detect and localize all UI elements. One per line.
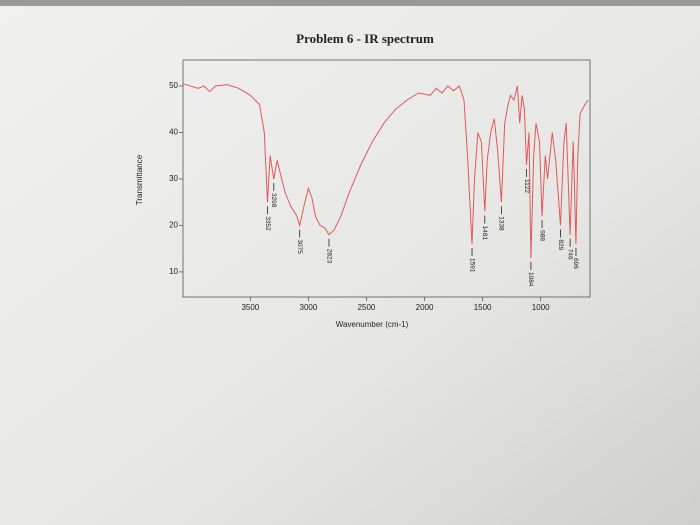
spectrum-line — [182, 83, 589, 259]
y-tick-label: 50 — [169, 81, 178, 90]
x-tick-label: 2000 — [416, 303, 434, 312]
x-tick-label: 1000 — [532, 303, 550, 312]
y-tick-label: 30 — [169, 174, 178, 183]
y-tick-label: 40 — [169, 128, 178, 137]
y-tick-label: 20 — [169, 221, 178, 230]
peak-label: 1122 — [523, 179, 530, 193]
x-tick-label: 2500 — [358, 303, 376, 312]
peak-label: 696 — [572, 258, 579, 269]
x-tick-label: 3000 — [300, 303, 318, 312]
peak-label: 2823 — [325, 249, 332, 264]
peak-label: 746 — [566, 249, 573, 260]
plot-frame — [182, 59, 591, 298]
peak-label: 988 — [538, 230, 545, 241]
chart-title: Problem 6 - IR spectrum — [296, 31, 434, 46]
peak-label: 3075 — [296, 239, 303, 254]
x-axis-label: Wavenumber (cm-1) — [336, 320, 409, 329]
peak-label: 3352 — [264, 216, 271, 231]
peak-label: 3298 — [270, 193, 277, 208]
y-tick-label: 10 — [169, 267, 178, 276]
peak-label: 1338 — [498, 216, 505, 231]
x-tick-label: 1500 — [474, 303, 492, 312]
peak-label: 1591 — [468, 258, 475, 273]
y-axis-label: Transmittance — [135, 154, 144, 205]
paper-edge — [0, 0, 700, 6]
peak-label: 829 — [557, 239, 564, 250]
peak-label: 1481 — [481, 225, 488, 240]
x-tick-label: 3500 — [241, 303, 259, 312]
peak-label: 1084 — [527, 272, 534, 287]
